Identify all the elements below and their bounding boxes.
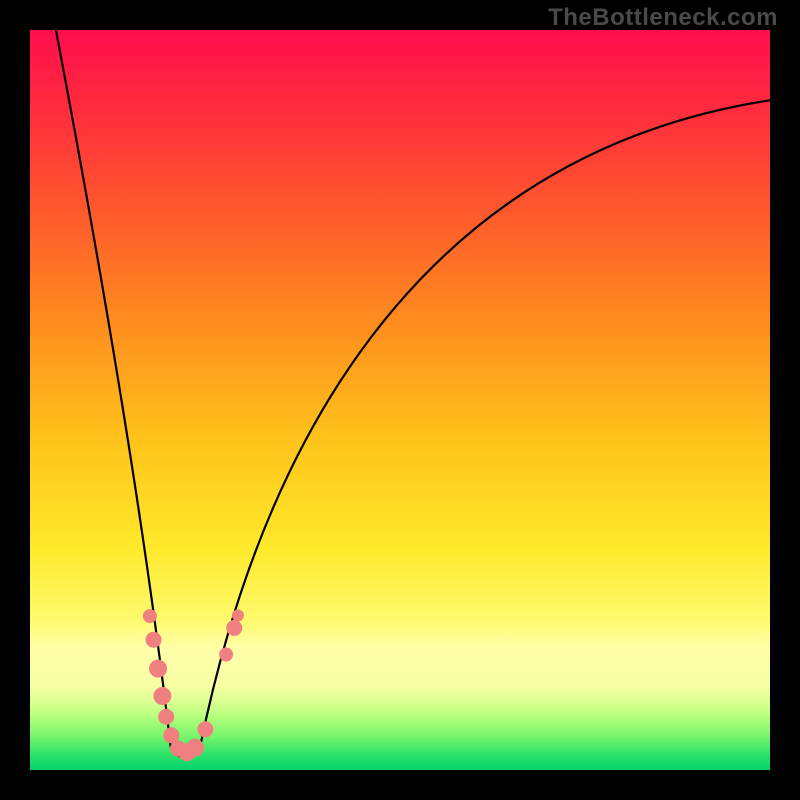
gradient-background	[30, 30, 770, 770]
data-marker	[143, 609, 157, 623]
data-marker	[226, 620, 242, 636]
data-marker	[153, 687, 171, 705]
data-marker	[146, 632, 162, 648]
data-marker	[149, 660, 167, 678]
data-marker	[158, 709, 174, 725]
data-marker	[186, 739, 204, 757]
data-marker	[219, 648, 233, 662]
bottleneck-chart	[30, 30, 770, 770]
data-marker	[197, 721, 213, 737]
data-marker	[232, 609, 244, 621]
watermark-text: TheBottleneck.com	[548, 4, 778, 32]
chart-svg	[30, 30, 770, 770]
